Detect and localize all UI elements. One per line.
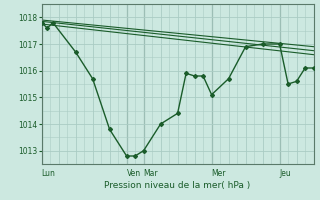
Text: Mar: Mar <box>144 169 158 178</box>
Text: Ven: Ven <box>127 169 141 178</box>
Text: Mer: Mer <box>212 169 226 178</box>
Text: Pression niveau de la mer( hPa ): Pression niveau de la mer( hPa ) <box>104 181 251 190</box>
Text: Jeu: Jeu <box>280 169 291 178</box>
Text: Lun: Lun <box>42 169 55 178</box>
